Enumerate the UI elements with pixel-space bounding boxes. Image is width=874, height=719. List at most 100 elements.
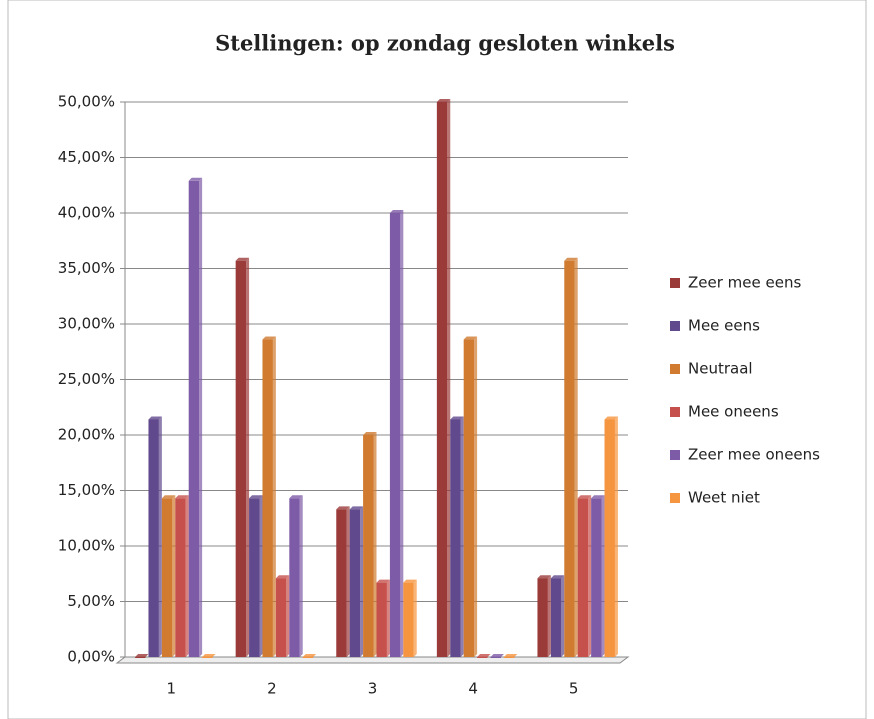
legend-label: Neutraal — [688, 360, 753, 378]
legend-swatch — [670, 407, 680, 417]
bar-top — [389, 210, 404, 213]
bar — [490, 657, 501, 658]
bar-side — [574, 257, 578, 657]
bar-top — [403, 579, 417, 583]
bar — [436, 102, 448, 657]
bar — [477, 657, 488, 658]
y-tick-label: 35,00% — [58, 259, 115, 277]
x-tick-label: 5 — [569, 680, 579, 698]
bar — [550, 578, 562, 657]
y-tick-label: 30,00% — [58, 315, 115, 333]
legend-swatch — [670, 278, 680, 288]
bar-side — [373, 432, 377, 657]
bar-side — [400, 210, 404, 657]
bar — [175, 498, 186, 657]
bar-top — [135, 654, 149, 657]
chart-title: Stellingen: op zondag gesloten winkels — [215, 31, 675, 56]
bar-side — [299, 495, 303, 657]
bar-side — [272, 336, 276, 657]
bar-side — [199, 177, 203, 657]
bar — [188, 180, 200, 657]
legend-label: Zeer mee oneens — [688, 446, 820, 464]
legend-swatch — [670, 450, 680, 460]
bar-top — [537, 575, 551, 579]
bar — [262, 339, 273, 657]
bar-top — [262, 336, 276, 340]
x-tick-label: 3 — [368, 680, 378, 698]
bar-top — [550, 575, 565, 579]
bar — [403, 582, 414, 657]
bar-side — [360, 506, 364, 657]
y-tick-label: 5,00% — [67, 592, 115, 610]
bar-side — [246, 257, 250, 657]
bar — [389, 213, 401, 657]
bar-top — [289, 495, 303, 499]
bar — [302, 657, 314, 658]
bar-top — [249, 495, 263, 499]
bar-top — [477, 654, 491, 657]
x-tick-label: 4 — [468, 680, 478, 698]
bar-top — [591, 495, 605, 499]
legend-label: Mee oneens — [688, 403, 779, 421]
bar-top — [503, 654, 518, 657]
x-tick-label: 1 — [167, 680, 177, 698]
bar — [135, 657, 146, 658]
bar-side — [172, 495, 176, 657]
bar-top — [175, 495, 189, 499]
bar — [376, 582, 387, 657]
bar — [564, 260, 575, 657]
bar-side — [447, 99, 451, 657]
bar-side — [547, 575, 551, 657]
bar-side — [588, 495, 592, 657]
bar — [249, 498, 260, 657]
bar-top — [302, 654, 317, 657]
bar-top — [450, 416, 464, 420]
bar — [336, 509, 347, 657]
legend-swatch — [670, 493, 680, 503]
bar — [202, 657, 213, 658]
bar-top — [564, 257, 578, 261]
bar-top — [349, 506, 364, 510]
bar-top — [148, 416, 162, 420]
y-tick-label: 10,00% — [58, 537, 115, 555]
bar-side — [386, 579, 390, 657]
legend-label: Weet niet — [688, 489, 760, 507]
bar — [235, 260, 247, 657]
legend-label: Mee eens — [688, 317, 760, 335]
y-tick-label: 25,00% — [58, 370, 115, 388]
bar — [463, 339, 475, 657]
bar — [503, 657, 515, 658]
bar-top — [363, 432, 377, 435]
bar — [537, 578, 548, 657]
bar-top — [235, 257, 250, 261]
bar-side — [413, 579, 417, 657]
bar-side — [346, 506, 350, 657]
legend-label: Zeer mee eens — [688, 274, 801, 292]
y-tick-label: 40,00% — [58, 204, 115, 222]
bar-side — [286, 575, 290, 657]
bar — [363, 435, 374, 657]
bar — [349, 509, 361, 657]
bar-top — [188, 177, 203, 181]
bar-side — [158, 416, 162, 657]
bar-top — [202, 654, 216, 657]
y-tick-label: 15,00% — [58, 481, 115, 499]
bar-top — [336, 506, 350, 510]
bar-side — [460, 416, 464, 657]
bar-side — [561, 575, 565, 657]
bar-top — [436, 99, 451, 102]
bar-top — [275, 575, 290, 579]
bar — [591, 498, 602, 657]
bar-top — [463, 336, 478, 340]
bar — [604, 419, 615, 657]
bar-top — [577, 495, 592, 499]
legend-swatch — [670, 321, 680, 331]
bar-top — [161, 495, 176, 499]
y-tick-label: 45,00% — [58, 148, 115, 166]
bar — [161, 498, 173, 657]
bar — [577, 498, 589, 657]
x-tick-label: 2 — [267, 680, 277, 698]
bar — [450, 419, 461, 657]
bar — [275, 578, 287, 657]
